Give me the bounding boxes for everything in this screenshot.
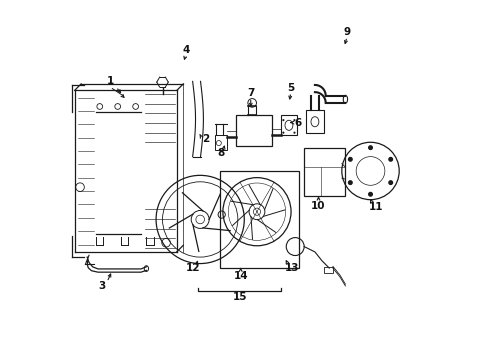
Circle shape bbox=[282, 119, 285, 121]
Circle shape bbox=[389, 158, 392, 161]
Circle shape bbox=[294, 119, 295, 121]
Text: 2: 2 bbox=[202, 135, 209, 144]
Text: 7: 7 bbox=[247, 88, 254, 98]
Bar bbox=[281, 116, 297, 135]
Text: 9: 9 bbox=[343, 27, 351, 37]
Text: 3: 3 bbox=[98, 281, 106, 291]
Text: 12: 12 bbox=[186, 263, 200, 273]
Bar bbox=[306, 110, 324, 134]
Bar bbox=[220, 171, 299, 268]
Text: 11: 11 bbox=[368, 202, 383, 212]
Circle shape bbox=[282, 132, 285, 134]
Circle shape bbox=[368, 146, 372, 149]
Text: 4: 4 bbox=[182, 45, 190, 55]
Text: 8: 8 bbox=[217, 148, 224, 158]
Text: 1: 1 bbox=[107, 76, 114, 86]
Text: 5: 5 bbox=[287, 83, 294, 93]
Circle shape bbox=[348, 158, 352, 161]
Bar bbox=[236, 116, 272, 146]
Circle shape bbox=[348, 181, 352, 184]
Circle shape bbox=[389, 181, 392, 184]
Circle shape bbox=[368, 193, 372, 196]
Text: 14: 14 bbox=[233, 271, 248, 281]
Circle shape bbox=[294, 132, 295, 134]
Bar bbox=[304, 148, 345, 196]
Text: 15: 15 bbox=[232, 292, 247, 302]
Text: 13: 13 bbox=[285, 263, 299, 273]
Bar bbox=[215, 135, 227, 149]
Bar bbox=[324, 267, 333, 274]
Text: 10: 10 bbox=[311, 201, 326, 211]
Text: 6: 6 bbox=[294, 118, 302, 128]
